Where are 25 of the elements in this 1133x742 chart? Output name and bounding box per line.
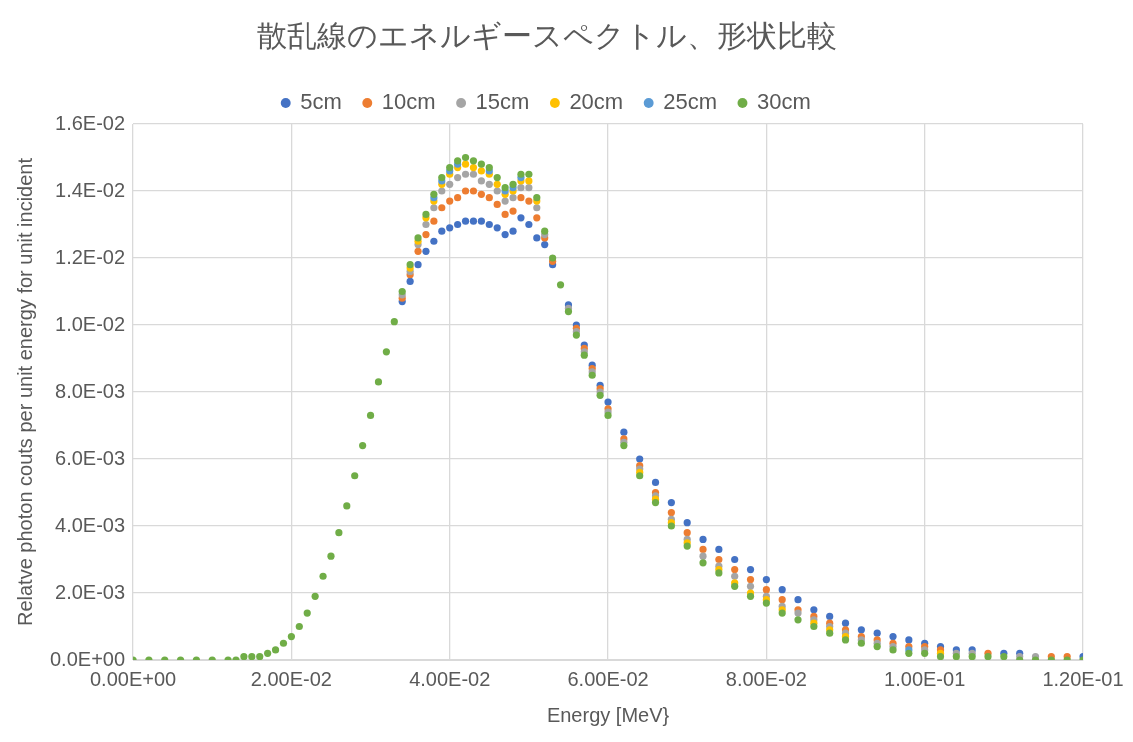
chart-title: 散乱線のエネルギースペクトル、形状比較 (256, 19, 837, 53)
legend-label: 15cm (475, 89, 530, 115)
legend-label: 10cm (381, 89, 436, 115)
x-tick-label: 1.00E-01 (884, 667, 966, 690)
y-tick-label: 1.6E-02 (55, 111, 126, 134)
legend-label: 25cm (663, 89, 717, 115)
y-tick-label: 6.0E-03 (55, 446, 126, 469)
x-tick-label: 8.00E-02 (725, 667, 807, 690)
y-tick-label: 1.2E-02 (55, 245, 126, 268)
legend-label: 5cm (300, 89, 342, 115)
y-tick-label: 4.0E-03 (55, 513, 126, 536)
y-tick-label: 8.0E-03 (55, 379, 126, 402)
x-tick-label: 1.20E-01 (1042, 667, 1124, 690)
x-tick-label: 4.00E-02 (409, 667, 491, 690)
y-tick-label: 1.0E-02 (55, 312, 126, 335)
x-axis-title: Energy [MeV} (546, 703, 670, 726)
x-tick-label: 6.00E-02 (567, 667, 649, 690)
y-tick-label: 2.0E-03 (55, 580, 126, 603)
x-tick-label: 2.00E-02 (250, 667, 332, 690)
legend-label: 20cm (569, 89, 624, 115)
y-tick-label: 0.0E+00 (49, 647, 126, 670)
x-tick-label: 0.00E+00 (89, 667, 177, 690)
legend-label: 30cm (756, 89, 811, 115)
y-axis-title: Relatve photon couts per unit energy for unit incident (13, 157, 36, 627)
y-tick-label: 1.4E-02 (55, 178, 126, 201)
